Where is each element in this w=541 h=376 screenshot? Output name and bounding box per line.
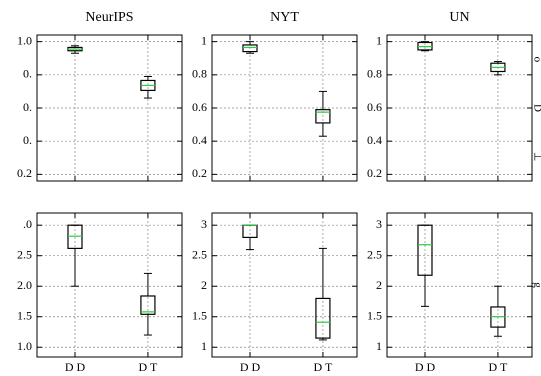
panel-title: NYT [270, 10, 299, 25]
y-tick-label: 2.5 [17, 247, 32, 261]
y-tick-label: 2 [201, 278, 207, 292]
y-tick-label: 3 [376, 217, 382, 231]
y-tick-label: .0 [23, 217, 32, 231]
y-tick-label: 2 [376, 278, 382, 292]
y-tick-label: 0.2 [367, 166, 382, 180]
y-tick-label: 0. [23, 100, 32, 114]
box [140, 295, 156, 315]
axes-frame [36, 212, 183, 358]
x-tick-label: D T [489, 360, 508, 374]
side-text: g [531, 282, 541, 288]
x-tick-label: D D [65, 360, 86, 374]
y-tick-label: 3 [201, 217, 207, 231]
y-tick-label: 0. [23, 133, 32, 147]
box [242, 44, 258, 53]
y-tick-label: 1.0 [17, 339, 32, 353]
axes-frame [211, 212, 358, 358]
axes-frame [386, 212, 533, 358]
side-text: D [531, 104, 541, 112]
y-tick-label: 1 [376, 33, 382, 47]
axes-frame [211, 34, 358, 182]
y-tick-label: 0.4 [367, 133, 382, 147]
x-tick-label: D T [314, 360, 333, 374]
y-tick-label: 0.2 [17, 166, 32, 180]
y-tick-label: 2.5 [192, 247, 207, 261]
box [67, 224, 83, 249]
y-tick-label: 1 [201, 339, 207, 353]
y-tick-label: 1 [376, 339, 382, 353]
axes-frame [36, 34, 183, 182]
axes-frame [386, 34, 533, 182]
y-tick-label: 1.5 [17, 308, 32, 322]
panel-title: UN [449, 10, 469, 25]
y-tick-label: 0.6 [192, 100, 207, 114]
y-tick-label: 1.5 [192, 308, 207, 322]
x-tick-label: D T [139, 360, 158, 374]
y-tick-label: 0. [23, 67, 32, 81]
y-tick-label: 0.2 [192, 166, 207, 180]
box [242, 224, 258, 239]
box [315, 297, 331, 339]
y-tick-label: 2.5 [367, 247, 382, 261]
box [315, 109, 331, 124]
x-tick-label: D D [415, 360, 436, 374]
y-tick-label: 0.6 [367, 100, 382, 114]
side-text: o [531, 57, 541, 63]
y-tick-label: 1.5 [367, 308, 382, 322]
panel-title: NeurIPS [85, 10, 133, 25]
y-tick-label: 0.8 [192, 67, 207, 81]
box [417, 224, 433, 276]
y-tick-label: 2.0 [17, 278, 32, 292]
y-tick-label: 0.4 [192, 133, 207, 147]
y-tick-label: 1.0 [17, 33, 32, 47]
y-tick-label: 1 [201, 33, 207, 47]
y-tick-label: 0.8 [367, 67, 382, 81]
side-text: ⊥ [531, 152, 541, 162]
x-tick-label: D D [240, 360, 261, 374]
